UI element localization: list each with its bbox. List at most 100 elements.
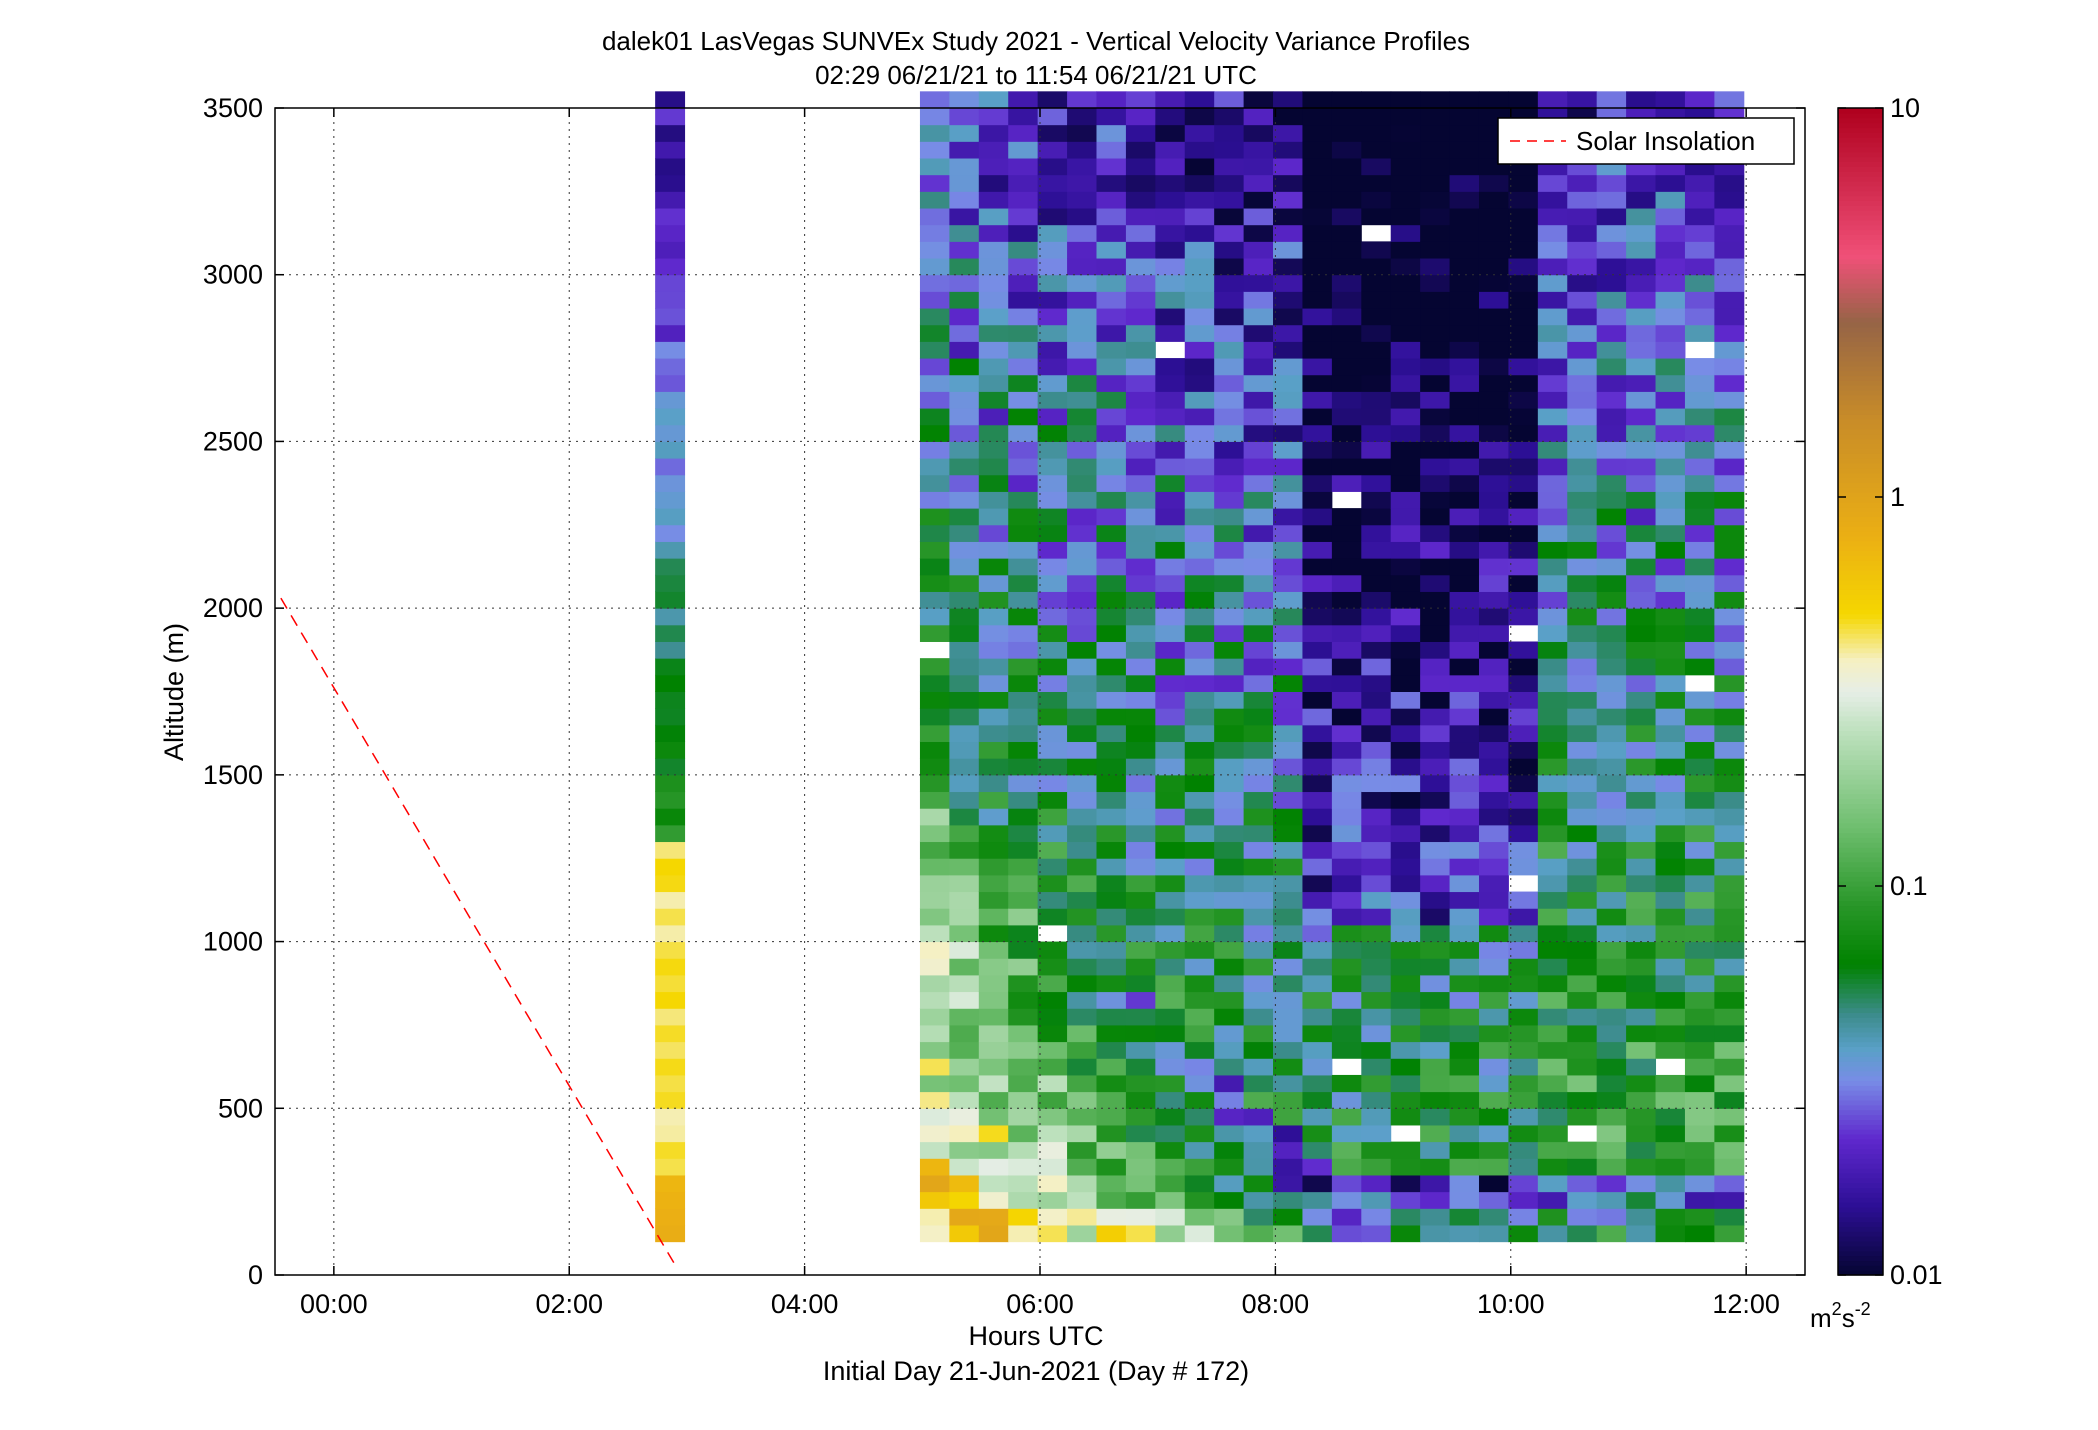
heatmap-cell bbox=[1155, 158, 1186, 176]
heatmap-cell bbox=[1302, 1008, 1333, 1026]
heatmap-cell bbox=[1596, 408, 1627, 426]
heatmap-cell bbox=[1067, 191, 1097, 209]
heatmap-cell bbox=[1390, 591, 1421, 609]
heatmap-cell bbox=[1390, 708, 1421, 726]
heatmap-cell bbox=[1214, 358, 1245, 376]
colorbar-segment bbox=[1838, 1163, 1883, 1169]
heatmap-cell bbox=[1067, 1024, 1097, 1043]
heatmap-cell bbox=[1302, 508, 1333, 526]
heatmap-cell bbox=[1478, 291, 1509, 309]
colorbar-segment bbox=[1838, 915, 1883, 921]
heatmap-cell bbox=[1684, 758, 1715, 776]
heatmap-cell bbox=[1684, 974, 1715, 993]
heatmap-cell bbox=[1008, 1108, 1039, 1126]
heatmap-cell bbox=[1714, 641, 1745, 659]
heatmap-cell bbox=[655, 474, 686, 492]
heatmap-cell bbox=[1331, 941, 1362, 959]
heatmap-cell bbox=[1125, 191, 1156, 209]
heatmap-cell bbox=[1096, 91, 1127, 109]
heatmap-cell bbox=[1420, 608, 1451, 626]
heatmap-cell bbox=[1096, 991, 1127, 1009]
heatmap-cell bbox=[1420, 924, 1451, 943]
heatmap-cell bbox=[1449, 508, 1480, 526]
heatmap-cell bbox=[1508, 924, 1539, 943]
heatmap-cell bbox=[1449, 958, 1480, 976]
heatmap-cell bbox=[1684, 391, 1715, 409]
heatmap-cell bbox=[1302, 1191, 1333, 1209]
colorbar bbox=[1838, 108, 1883, 1276]
heatmap-cell bbox=[1155, 274, 1186, 292]
colorbar-segment bbox=[1838, 725, 1883, 731]
colorbar-segment bbox=[1838, 905, 1883, 911]
heatmap-cell bbox=[1243, 808, 1274, 826]
heatmap-cell bbox=[1449, 1024, 1480, 1043]
heatmap-cell bbox=[1243, 791, 1274, 809]
heatmap-cell bbox=[1537, 741, 1568, 759]
heatmap-cell bbox=[1596, 524, 1627, 542]
heatmap-cell bbox=[978, 308, 1009, 326]
heatmap-cell bbox=[1155, 691, 1186, 709]
heatmap-cell bbox=[978, 1108, 1009, 1126]
heatmap-cell bbox=[1714, 491, 1745, 509]
heatmap-cell bbox=[1184, 341, 1215, 359]
heatmap-cell bbox=[949, 1224, 980, 1243]
heatmap-cell bbox=[949, 291, 980, 309]
colorbar-segment bbox=[1838, 1211, 1883, 1218]
heatmap-cell bbox=[1478, 624, 1509, 642]
heatmap-cell bbox=[1243, 1191, 1274, 1209]
heatmap-cell bbox=[1243, 708, 1274, 726]
heatmap-cell bbox=[1331, 108, 1362, 126]
heatmap-cell bbox=[1537, 608, 1568, 626]
heatmap-cell bbox=[1596, 924, 1627, 943]
heatmap-cell bbox=[1567, 891, 1598, 909]
heatmap-cell bbox=[1567, 1208, 1598, 1226]
colorbar-segment bbox=[1838, 662, 1883, 668]
heatmap-cell bbox=[1008, 1158, 1039, 1176]
heatmap-cell bbox=[1331, 524, 1362, 542]
heatmap-cell bbox=[1243, 841, 1274, 859]
heatmap-cell bbox=[1125, 1108, 1156, 1126]
colorbar-segment bbox=[1838, 1022, 1883, 1028]
heatmap-cell bbox=[1508, 824, 1539, 843]
heatmap-cell bbox=[1184, 1024, 1215, 1043]
heatmap-cell bbox=[1714, 958, 1745, 976]
heatmap-cell bbox=[1037, 108, 1068, 126]
heatmap-cell bbox=[1184, 824, 1215, 843]
heatmap-cell bbox=[1390, 258, 1421, 276]
colorbar-segment bbox=[1838, 268, 1883, 274]
colorbar-segment bbox=[1838, 890, 1883, 897]
heatmap-cell bbox=[1478, 424, 1509, 442]
heatmap-cell bbox=[1067, 1058, 1097, 1076]
heatmap-cell bbox=[1655, 474, 1686, 492]
heatmap-cell bbox=[1478, 208, 1509, 226]
heatmap-cell bbox=[1537, 358, 1568, 376]
heatmap-cell bbox=[1626, 424, 1657, 442]
heatmap-cell bbox=[1273, 1074, 1303, 1093]
heatmap-cell bbox=[1567, 724, 1598, 743]
y-tick-label: 1000 bbox=[203, 927, 263, 957]
heatmap-cell bbox=[1714, 941, 1745, 959]
heatmap-cell bbox=[978, 1174, 1009, 1193]
heatmap-cell bbox=[1567, 274, 1598, 292]
heatmap-cell bbox=[1655, 574, 1686, 592]
heatmap-cell bbox=[1273, 758, 1303, 776]
heatmap-cell bbox=[1390, 791, 1421, 809]
colorbar-segment bbox=[1838, 808, 1883, 814]
colorbar-segment bbox=[1838, 521, 1883, 527]
heatmap-cell bbox=[1420, 858, 1451, 876]
heatmap-cell bbox=[1684, 591, 1715, 609]
heatmap-cell bbox=[1067, 258, 1097, 276]
heatmap-cell bbox=[1273, 374, 1303, 392]
heatmap-cell bbox=[1331, 824, 1362, 843]
heatmap-cell bbox=[1331, 374, 1362, 392]
colorbar-segment bbox=[1838, 1158, 1883, 1164]
heatmap-cell bbox=[655, 624, 686, 642]
heatmap-cell bbox=[1420, 874, 1451, 893]
heatmap-cell bbox=[1508, 724, 1539, 743]
heatmap-cell bbox=[655, 558, 686, 576]
heatmap-cell bbox=[1302, 341, 1333, 359]
heatmap-cell bbox=[1273, 474, 1303, 492]
heatmap-cell bbox=[1626, 858, 1657, 876]
heatmap-cell bbox=[1626, 774, 1657, 793]
heatmap-cell bbox=[1331, 1091, 1362, 1109]
